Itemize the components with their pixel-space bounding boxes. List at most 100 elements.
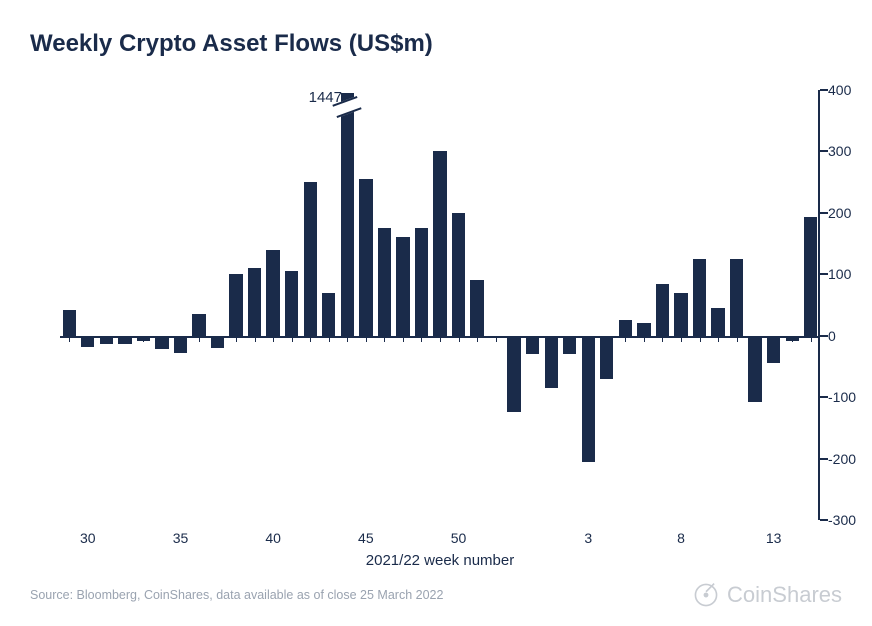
x-tick	[384, 336, 385, 342]
x-tick	[551, 336, 552, 342]
x-tick-label: 40	[265, 530, 281, 546]
y-tick-label: 0	[828, 328, 868, 344]
x-tick	[310, 336, 311, 342]
bar	[285, 271, 298, 336]
x-tick	[143, 336, 144, 342]
bar	[452, 213, 465, 336]
coinshares-icon	[693, 582, 719, 608]
x-tick	[88, 336, 89, 342]
y-tick-label: 100	[828, 266, 868, 282]
x-tick-label: 30	[80, 530, 96, 546]
y-tick-label: -200	[828, 451, 868, 467]
x-tick	[440, 336, 441, 342]
y-tick	[820, 273, 828, 275]
x-tick	[496, 336, 497, 342]
x-tick	[607, 336, 608, 342]
x-tick	[180, 336, 181, 342]
x-tick	[255, 336, 256, 342]
bar	[378, 228, 391, 336]
x-tick	[236, 336, 237, 342]
chart-container: Weekly Crypto Asset Flows (US$m) 2021/22…	[0, 0, 872, 626]
bar	[266, 250, 279, 336]
x-tick	[218, 336, 219, 342]
y-tick	[820, 519, 828, 521]
x-tick-label: 45	[358, 530, 374, 546]
x-tick	[329, 336, 330, 342]
x-tick	[199, 336, 200, 342]
bar	[396, 237, 409, 335]
y-tick	[820, 150, 828, 152]
bar	[359, 179, 372, 336]
x-tick	[792, 336, 793, 342]
x-tick	[366, 336, 367, 342]
x-tick	[625, 336, 626, 342]
coinshares-logo: CoinShares	[693, 582, 842, 608]
x-tick	[106, 336, 107, 342]
x-tick	[718, 336, 719, 342]
y-tick	[820, 212, 828, 214]
y-axis	[818, 90, 820, 520]
bar	[470, 280, 483, 335]
bar	[507, 336, 520, 413]
bar	[63, 310, 76, 336]
bar	[433, 151, 446, 335]
chart-title: Weekly Crypto Asset Flows (US$m)	[30, 30, 433, 58]
x-tick	[347, 336, 348, 342]
x-tick-label: 50	[451, 530, 467, 546]
x-tick-label: 13	[766, 530, 782, 546]
bar	[415, 228, 428, 336]
bar	[711, 308, 724, 336]
bar	[600, 336, 613, 379]
bar	[730, 259, 743, 336]
x-tick	[755, 336, 756, 342]
x-tick	[681, 336, 682, 342]
y-tick	[820, 335, 828, 337]
bar	[804, 217, 817, 336]
bar	[656, 284, 669, 336]
bar	[748, 336, 761, 402]
x-tick	[477, 336, 478, 342]
y-tick	[820, 396, 828, 398]
x-tick	[403, 336, 404, 342]
x-tick	[292, 336, 293, 342]
bar	[619, 320, 632, 335]
x-tick	[700, 336, 701, 342]
x-tick	[273, 336, 274, 342]
logo-text: CoinShares	[727, 582, 842, 608]
x-axis-title: 2021/22 week number	[366, 552, 514, 569]
bar	[545, 336, 558, 388]
bar	[248, 268, 261, 336]
y-tick	[820, 458, 828, 460]
x-tick	[570, 336, 571, 342]
bar	[674, 293, 687, 336]
y-tick	[820, 89, 828, 91]
x-tick	[514, 336, 515, 342]
source-text: Source: Bloomberg, CoinShares, data avai…	[30, 588, 443, 602]
y-tick-label: -100	[828, 389, 868, 405]
bar	[229, 274, 242, 335]
y-tick-label: 200	[828, 205, 868, 221]
bar	[192, 314, 205, 336]
bar	[304, 182, 317, 336]
x-tick	[662, 336, 663, 342]
x-tick	[811, 336, 812, 342]
x-tick	[644, 336, 645, 342]
x-tick	[588, 336, 589, 342]
y-tick-label: 400	[828, 82, 868, 98]
x-tick	[69, 336, 70, 342]
x-tick	[737, 336, 738, 342]
x-tick	[162, 336, 163, 342]
bar	[693, 259, 706, 336]
x-tick	[533, 336, 534, 342]
x-tick	[774, 336, 775, 342]
x-tick	[125, 336, 126, 342]
bar	[582, 336, 595, 462]
x-tick-label: 35	[173, 530, 189, 546]
y-tick-label: 300	[828, 143, 868, 159]
bar	[341, 93, 354, 336]
x-tick	[421, 336, 422, 342]
x-tick-label: 3	[584, 530, 592, 546]
x-tick-label: 8	[677, 530, 685, 546]
bar-chart: 2021/22 week number 4003002001000-100-20…	[60, 90, 820, 520]
bar	[637, 323, 650, 335]
